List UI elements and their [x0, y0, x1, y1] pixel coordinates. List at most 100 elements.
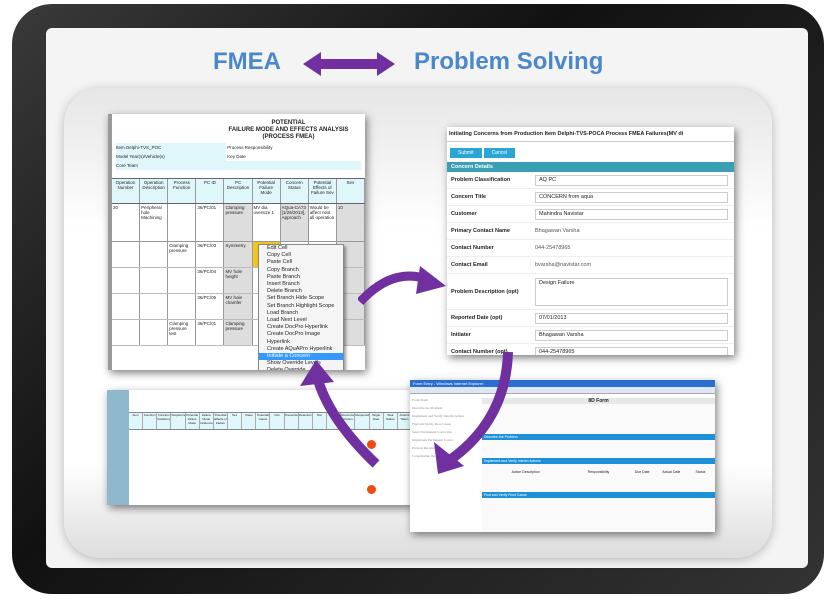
table-cell[interactable]: 10: [336, 204, 365, 241]
table-cell[interactable]: Clamping pressure: [224, 320, 253, 345]
field-value[interactable]: 07/01/2013: [535, 312, 728, 324]
submit-button[interactable]: Submit: [450, 148, 482, 158]
fmea-title-3: (PROCESS FMEA): [262, 134, 315, 140]
core-team-field[interactable]: Core Team: [116, 161, 361, 170]
column-header: Task Status: [384, 413, 398, 429]
8d-form-title: 8D Form: [482, 398, 715, 404]
table-cell[interactable]: MV dia oversize 1: [253, 204, 281, 241]
column-header: Target Date: [370, 413, 384, 429]
table-cell[interactable]: [112, 320, 141, 345]
nav-item[interactable]: Find and Verify Root Cause: [412, 422, 452, 426]
table-cell[interactable]: [168, 294, 197, 319]
field-value[interactable]: CONCERN from aqua: [535, 191, 728, 203]
table-cell[interactable]: MV hole height: [224, 268, 253, 293]
column-header: PC Description: [224, 179, 253, 203]
table-cell[interactable]: MV hole chamfer: [224, 294, 253, 319]
column-header: Requirement: [171, 413, 186, 429]
curved-arrow-right-icon: [358, 266, 446, 306]
menu-item[interactable]: Load Branch: [267, 309, 299, 316]
field-label: Problem Classification: [451, 177, 511, 183]
field-label: Concern Title: [451, 194, 487, 200]
menu-item[interactable]: Edit Cell: [267, 245, 288, 251]
field-value: 044-25478965: [535, 245, 571, 251]
column-header: Potential Cause: [256, 413, 271, 429]
table-cell[interactable]: 36/PC/01: [196, 320, 225, 345]
table-cell[interactable]: Clamping pressure test: [168, 320, 197, 345]
menu-item[interactable]: Show Override Levels: [267, 360, 321, 367]
nav-item[interactable]: Form Team: [412, 398, 429, 402]
table-cell[interactable]: Clamping pressure: [168, 242, 197, 267]
column-header: Recommended Actions: [341, 413, 356, 429]
nav-item[interactable]: Implement Permanent Correc: [412, 438, 454, 442]
nav-item[interactable]: Describe the Problem: [412, 406, 443, 410]
table-cell[interactable]: [168, 268, 197, 293]
column-header: Detection: [299, 413, 313, 429]
address-bar[interactable]: [410, 387, 715, 394]
field-label: Reported Date (opt): [451, 315, 503, 321]
table-cell[interactable]: 36/PC/04: [196, 268, 225, 293]
menu-item[interactable]: Initiate a Concern: [259, 353, 343, 361]
table-cell[interactable]: 36/PC/05: [196, 294, 225, 319]
nav-item[interactable]: Implement and Verify Interim Action: [412, 414, 465, 418]
field-value[interactable]: Design Failure: [535, 277, 728, 306]
menu-item[interactable]: Set Branch Hide Scope: [267, 295, 325, 302]
field-value: bvarsha@navistar.com: [535, 262, 592, 268]
menu-item[interactable]: Paste Cell: [267, 259, 293, 266]
column-header: Sev: [337, 179, 365, 203]
nav-item[interactable]: Congratulate the Team: [412, 454, 444, 458]
table-cell[interactable]: [112, 268, 141, 293]
concern-form-screenshot: Initiating Concerns from Production Item…: [447, 127, 734, 355]
column-header: Potential Effects of Failure Sev: [309, 179, 337, 203]
menu-item[interactable]: Insert Branch: [267, 281, 300, 288]
field-value[interactable]: Bhagawan Varsha: [535, 329, 728, 341]
table-cell[interactable]: [140, 242, 169, 267]
table-cell[interactable]: 30: [112, 204, 141, 241]
status-red-dot: [367, 440, 376, 449]
table-cell[interactable]: AQua-CA73 [1/26/2013], Approach: [280, 204, 309, 241]
column-header: Occ: [270, 413, 285, 429]
table-cell[interactable]: 36/PC/01: [196, 204, 225, 241]
column-header: Actual Date: [662, 470, 681, 474]
table-cell[interactable]: [140, 268, 169, 293]
table-cell[interactable]: 36/PC/03: [196, 242, 225, 267]
fmea-screenshot: POTENTIAL FAILURE MODE AND EFFECTS ANALY…: [108, 114, 365, 370]
field-value[interactable]: 044-25478965: [535, 346, 728, 355]
concern-details-section: Concern Details: [447, 162, 734, 172]
menu-item[interactable]: Create DocPro Image Hyperlink: [267, 331, 321, 345]
column-header: Sev: [228, 413, 243, 429]
column-header: Potential Failure Mode: [253, 179, 281, 203]
cancel-button[interactable]: Cancel: [483, 148, 516, 158]
fmea-title-2: FAILURE MODE AND EFFECTS ANALYSIS: [228, 127, 349, 133]
column-header: Potential Failure Mode: [186, 413, 200, 429]
item-field[interactable]: Item Delphi-TVS_POC: [116, 143, 226, 152]
table-cell[interactable]: Clamping pressure: [224, 204, 253, 241]
table-cell[interactable]: Would be affect next all operation: [309, 204, 337, 241]
process-responsibility-label: Process Responsibility: [227, 145, 273, 150]
table-cell[interactable]: [168, 204, 197, 241]
8d-nav: Form Team Describe the Problem Implement a…: [412, 398, 480, 462]
field-value[interactable]: Mahindra Navistar: [535, 208, 728, 220]
column-header: Responsibility: [355, 413, 370, 429]
field-value[interactable]: AQ PC: [535, 174, 728, 186]
table-cell[interactable]: Peripheral hole Machining: [140, 204, 169, 241]
table-cell[interactable]: [140, 320, 169, 345]
nav-item[interactable]: Prevent Recurrence: [412, 446, 440, 450]
fmea-header-row: Operation Number Operation Description Pro…: [112, 178, 365, 204]
menu-item[interactable]: Delete Override: [259, 367, 343, 370]
menu-item[interactable]: Create AQuAPro Hyperlink: [267, 345, 333, 352]
table-cell[interactable]: [112, 242, 141, 267]
table-cell[interactable]: Symmetry: [224, 242, 253, 267]
model-field[interactable]: Model Year(s)/Vehicle(s): [116, 152, 226, 161]
menu-item[interactable]: Copy Branch: [267, 266, 299, 273]
menu-item[interactable]: Paste Branch: [267, 273, 301, 280]
menu-item[interactable]: Load Next Level: [267, 317, 307, 324]
table-cell[interactable]: [140, 294, 169, 319]
menu-item[interactable]: Copy Cell: [267, 252, 291, 259]
menu-item[interactable]: Set Branch Highlight Scope: [267, 302, 335, 309]
menu-item[interactable]: Create DocPro Hyperlink: [267, 324, 328, 331]
menu-item[interactable]: Delete Branch: [267, 288, 302, 295]
fmea-row: 30 Peripheral hole Machining 36/PC/01 Clamp…: [112, 204, 365, 242]
nav-item[interactable]: Select Permanent Corrective: [412, 430, 453, 434]
column-header: Process Function: [168, 179, 197, 203]
table-cell[interactable]: [112, 294, 141, 319]
